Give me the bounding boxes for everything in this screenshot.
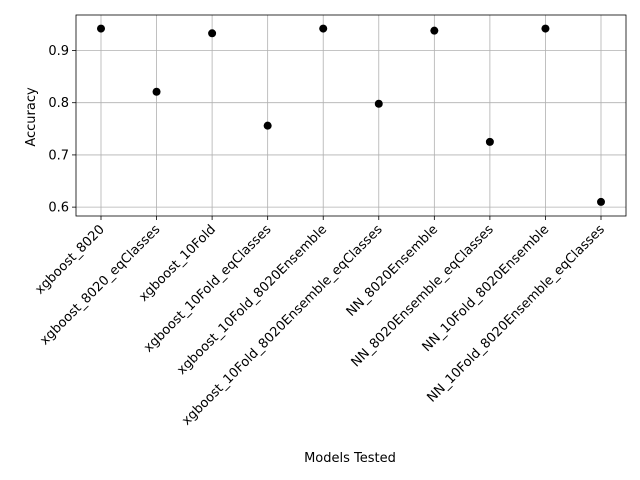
grid-lines bbox=[76, 15, 626, 216]
axes bbox=[72, 14, 627, 220]
data-point bbox=[485, 137, 494, 146]
data-point bbox=[152, 87, 161, 96]
y-tick-label: 0.7 bbox=[48, 148, 69, 163]
plot-frame bbox=[75, 14, 627, 217]
y-tick-label: 0.8 bbox=[48, 96, 69, 111]
data-points bbox=[97, 24, 605, 206]
data-point bbox=[541, 24, 550, 33]
data-point bbox=[319, 24, 328, 33]
y-tick-labels: 0.6 0.7 0.8 0.9 bbox=[48, 44, 69, 216]
y-tick-label: 0.9 bbox=[48, 44, 69, 59]
data-point bbox=[208, 29, 217, 38]
data-point bbox=[263, 121, 272, 130]
y-tick-label: 0.6 bbox=[48, 201, 69, 216]
y-axis-label: Accuracy bbox=[24, 87, 39, 147]
data-point bbox=[374, 99, 383, 108]
data-point bbox=[97, 24, 105, 33]
data-point bbox=[430, 26, 439, 35]
data-point bbox=[597, 197, 605, 206]
x-axis-label: Models Tested bbox=[304, 451, 396, 466]
